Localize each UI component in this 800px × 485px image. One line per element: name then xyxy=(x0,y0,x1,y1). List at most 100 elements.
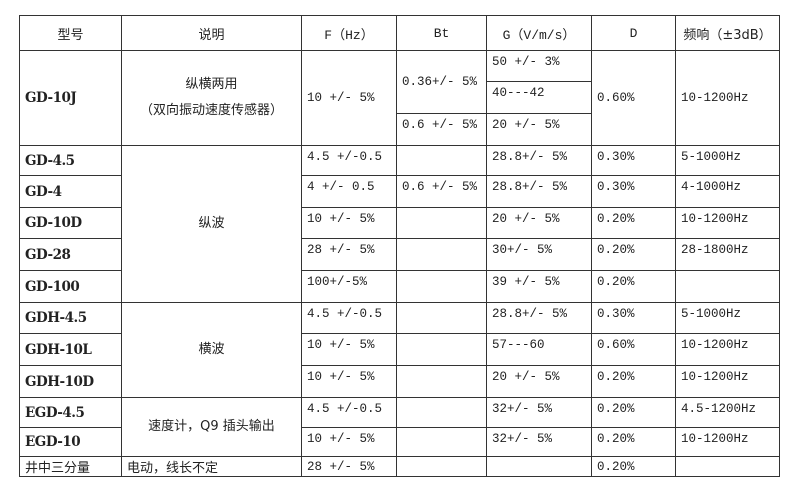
description-cell: 纵横两用 （双向振动速度传感器） xyxy=(121,50,302,146)
model-cell: 井中三分量 xyxy=(19,456,122,477)
header-g-sensitivity: G（V/m/s） xyxy=(486,15,592,51)
g-cell: 28.8+/- 5% xyxy=(486,302,592,334)
bt-cell xyxy=(396,333,487,366)
model-cell: GDH-10D xyxy=(19,365,122,398)
table-row: GD-4 4 +/- 0.5 0.6 +/- 5% 28.8+/- 5% 0.30% 4-… xyxy=(19,175,780,208)
table-row: GDH-4.5 横波 4.5 +/-0.5 28.8+/- 5% 0.30% 5-1000… xyxy=(19,302,780,398)
bt-cell xyxy=(396,365,487,398)
d-cell: 0.60% xyxy=(591,50,676,146)
d-cell: 0.20% xyxy=(591,397,676,428)
f-cell: 10 +/- 5% xyxy=(301,365,397,398)
header-description: 说明 xyxy=(121,15,302,51)
g-cell: 32+/- 5% xyxy=(486,427,592,457)
header-model: 型号 xyxy=(19,15,122,51)
g-cell: 32+/- 5% xyxy=(486,397,592,428)
description-cell: 横波 xyxy=(121,302,302,398)
model-cell: EGD-10 xyxy=(19,427,122,457)
bt-cell xyxy=(396,207,487,239)
freq-cell: 10-1200Hz xyxy=(675,333,780,366)
g-cell: 30+/- 5% xyxy=(486,238,592,271)
table-row: 型号 说明 F（Hz） Bt G（V/m/s） D 频响（±3dB） xyxy=(19,15,780,51)
table-row: GD-100 100+/-5% 39 +/- 5% 0.20% xyxy=(19,270,780,303)
model-cell: GD-100 xyxy=(19,270,122,303)
freq-cell: 10-1200Hz xyxy=(675,427,780,457)
header-bt: Bt xyxy=(396,15,487,51)
bt-cell: 0.36+/- 5% xyxy=(396,50,487,114)
header-frequency-response: 频响（±3dB） xyxy=(675,15,780,51)
f-cell: 28 +/- 5% xyxy=(301,238,397,271)
sensor-spec-table: 型号 说明 F（Hz） Bt G（V/m/s） D 频响（±3dB） GD-10J 纵横两用 （双… xyxy=(19,15,780,477)
g-cell: 39 +/- 5% xyxy=(486,270,592,303)
table-row: GD-10D 10 +/- 5% 20 +/- 5% 0.20% 10-1200Hz xyxy=(19,207,780,239)
g-cell xyxy=(486,456,592,477)
d-cell: 0.20% xyxy=(591,427,676,457)
description-cell: 速度计，Q9 插头输出 xyxy=(121,397,302,457)
d-cell: 0.20% xyxy=(591,270,676,303)
g-cell: 50 +/- 3% xyxy=(486,50,592,82)
description-cell: 电动，线长不定 xyxy=(121,456,302,477)
g-cell: 57---60 xyxy=(486,333,592,366)
d-cell: 0.60% xyxy=(591,333,676,366)
model-cell: GD-10D xyxy=(19,207,122,239)
freq-cell: 28-1800Hz xyxy=(675,238,780,271)
g-cell: 28.8+/- 5% xyxy=(486,175,592,208)
header-f-hz: F（Hz） xyxy=(301,15,397,51)
freq-cell: 4.5-1200Hz xyxy=(675,397,780,428)
d-cell: 0.30% xyxy=(591,145,676,176)
model-cell: GD-10J xyxy=(19,50,122,146)
header-d-distortion: D xyxy=(591,15,676,51)
f-cell: 28 +/- 5% xyxy=(301,456,397,477)
table-row: 井中三分量 电动，线长不定 28 +/- 5% 0.20% xyxy=(19,456,780,477)
g-cell: 20 +/- 5% xyxy=(486,365,592,398)
model-cell: GD-28 xyxy=(19,238,122,271)
bt-cell xyxy=(396,427,487,457)
table-row: 40---42 xyxy=(20,81,780,114)
table-row: GDH-10L 10 +/- 5% 57---60 0.60% 10-1200Hz xyxy=(19,333,780,366)
freq-cell: 10-1200Hz xyxy=(675,365,780,398)
d-cell: 0.30% xyxy=(591,302,676,334)
f-cell: 10 +/- 5% xyxy=(301,333,397,366)
description-line: 纵横两用 xyxy=(185,77,238,92)
bt-cell xyxy=(396,270,487,303)
d-cell: 0.20% xyxy=(591,365,676,398)
model-cell: GDH-4.5 xyxy=(19,302,122,334)
f-cell: 100+/-5% xyxy=(301,270,397,303)
table-row: GD-10J 纵横两用 （双向振动速度传感器） 10 +/- 5% 0.36+/- 5%… xyxy=(19,50,780,146)
freq-cell: 4-1000Hz xyxy=(675,175,780,208)
description-line: （双向振动速度传感器） xyxy=(139,103,283,118)
freq-cell: 10-1200Hz xyxy=(675,50,780,146)
d-cell: 0.30% xyxy=(591,175,676,208)
freq-cell: 5-1000Hz xyxy=(675,145,780,176)
model-cell: EGD-4.5 xyxy=(19,397,122,428)
bt-cell xyxy=(396,145,487,176)
table-row: GD-4.5 纵波 4.5 +/-0.5 28.8+/- 5% 0.30% 5-1000H… xyxy=(19,145,780,303)
d-cell: 0.20% xyxy=(591,207,676,239)
model-cell: GDH-10L xyxy=(19,333,122,366)
bt-cell xyxy=(396,456,487,477)
bt-cell: 0.6 +/- 5% xyxy=(396,113,487,146)
freq-cell: 5-1000Hz xyxy=(675,302,780,334)
f-cell: 10 +/- 5% xyxy=(301,427,397,457)
freq-cell: 10-1200Hz xyxy=(675,207,780,239)
f-cell: 10 +/- 5% xyxy=(301,207,397,239)
table-row: EGD-4.5 速度计，Q9 插头输出 4.5 +/-0.5 32+/- 5% 0.20… xyxy=(19,397,780,457)
f-cell: 10 +/- 5% xyxy=(301,50,397,146)
model-cell: GD-4 xyxy=(19,175,122,208)
bt-cell: 0.6 +/- 5% xyxy=(396,175,487,208)
g-cell: 28.8+/- 5% xyxy=(486,145,592,176)
d-cell: 0.20% xyxy=(591,456,676,477)
g-cell: 20 +/- 5% xyxy=(486,207,592,239)
model-cell: GD-4.5 xyxy=(19,145,122,176)
f-cell: 4.5 +/-0.5 xyxy=(301,397,397,428)
g-cell: 40---42 xyxy=(486,81,592,114)
f-cell: 4 +/- 0.5 xyxy=(301,175,397,208)
f-cell: 4.5 +/-0.5 xyxy=(301,302,397,334)
freq-cell xyxy=(675,270,780,303)
freq-cell xyxy=(675,456,780,477)
f-cell: 4.5 +/-0.5 xyxy=(301,145,397,176)
d-cell: 0.20% xyxy=(591,238,676,271)
table-row: GDH-10D 10 +/- 5% 20 +/- 5% 0.20% 10-1200Hz xyxy=(19,365,780,398)
table-row: 0.6 +/- 5% 20 +/- 5% xyxy=(20,113,780,146)
bt-cell xyxy=(396,302,487,334)
table-row: GD-28 28 +/- 5% 30+/- 5% 0.20% 28-1800Hz xyxy=(19,238,780,271)
